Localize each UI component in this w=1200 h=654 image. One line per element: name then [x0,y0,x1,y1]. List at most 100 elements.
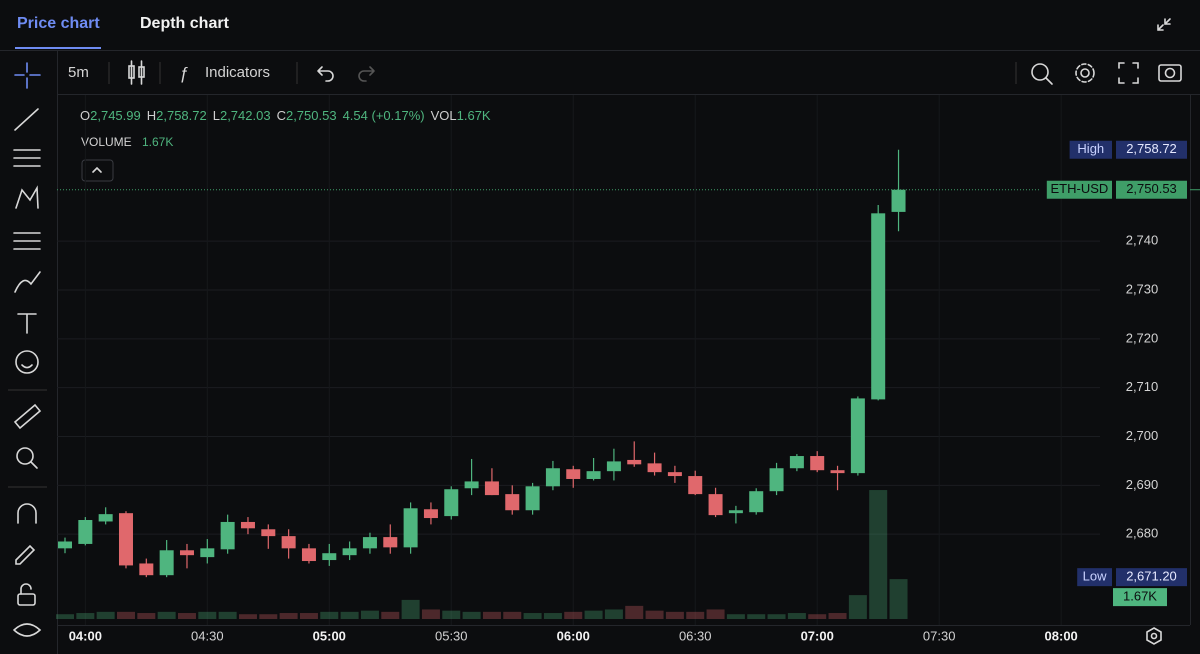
zoom-tool[interactable] [16,447,38,469]
candle-body [525,486,540,511]
price-tag-label-box [1046,180,1112,199]
price-tag-value: 2,750.53 [1126,181,1177,196]
text-tool[interactable] [17,313,37,334]
visibility-tool[interactable] [13,623,42,637]
chevron-up [92,166,102,173]
volume-bar [787,613,806,619]
magnet-tool[interactable] [17,503,37,524]
price-tag-label: ETH-USD [1051,181,1109,196]
emoji-tool[interactable] [15,350,39,374]
y-tick-label: 2,720 [1126,330,1159,345]
volume-bar [360,610,379,619]
volume-value: 1.67K [142,135,173,149]
volume-tag-label: 1.67K [1123,589,1157,604]
price-tag-value: 2,671.20 [1126,569,1177,584]
volume-bar [747,614,766,619]
y-tick-label: 2,730 [1126,281,1159,296]
y-tick-label: 2,690 [1126,477,1159,492]
candle-body [484,481,499,496]
candle-type-icon[interactable] [128,60,145,85]
y-tick-label: 2,680 [1126,526,1159,541]
volume-bar [889,579,908,619]
x-tick-label: 04:30 [191,628,224,643]
candle-body [423,509,438,519]
candle-body [261,529,276,537]
candle-body [322,553,337,561]
legend-value: 2,745.99 [90,108,141,123]
candle-body [281,536,296,549]
y-tick-label: 2,700 [1126,428,1159,443]
legend-change: 4.54 (+0.17%) [342,108,425,123]
screenshot-icon[interactable] [1158,64,1182,82]
lines-tool[interactable] [13,149,41,167]
crosshair-tool[interactable] [14,62,41,89]
fx-icon: ƒ [179,63,188,82]
volume-bar [401,599,420,619]
brush-tool[interactable] [14,271,41,293]
volume-label: VOLUME [81,135,132,149]
collapse-button[interactable] [81,159,114,182]
volume-bar [808,614,827,619]
legend-key: O [80,108,91,123]
collapse-icon[interactable] [1157,18,1171,31]
volume-bar [442,610,461,619]
draw-lock-tool[interactable] [15,544,36,565]
legend-key: H [146,108,157,123]
volume-bar [625,605,644,619]
candle-body [871,213,886,400]
redo-icon[interactable] [358,66,375,82]
price-tag-value-box [1116,180,1187,199]
depth-chart-tab[interactable]: Depth chart [140,15,229,32]
volume-bar [96,611,115,619]
candle-body [627,459,642,465]
candle-body [545,468,560,487]
undo-icon[interactable] [317,66,334,82]
volume-bar [340,611,359,619]
candle-body [749,491,764,513]
price-chart-tab[interactable]: Price chart [17,15,100,32]
trendline-tool[interactable] [14,108,39,131]
x-tick-label: 06:00 [557,628,590,643]
candle-body [179,550,194,556]
axis-settings-icon[interactable] [1146,627,1162,645]
price-tag-label: High [1077,141,1104,156]
fullscreen-icon[interactable] [1118,62,1139,84]
candle-body [586,471,601,479]
volume-bar [198,611,217,619]
volume-bar [869,490,888,619]
volume-bar [564,611,583,619]
pattern-tool[interactable] [15,185,39,209]
ruler-tool[interactable] [13,403,42,430]
volume-bar [421,609,440,619]
legend-value: 2,758.72 [156,108,207,123]
lock-tool[interactable] [17,583,36,606]
x-tick-label: 05:00 [313,628,346,643]
volume-bar [503,611,522,619]
interval-button[interactable]: 5m [68,64,89,81]
price-tag-value: 2,758.72 [1126,141,1177,156]
price-tag-label-box [1077,568,1112,587]
volume-bar [584,610,603,619]
indicators-button[interactable]: Indicators [205,64,270,81]
volume-bar [299,613,318,619]
candle-body [606,461,621,472]
volume-bar [259,614,278,619]
volume-bar [645,610,664,619]
candle-body [667,472,682,477]
volume-bar [726,614,745,619]
candle-body [139,563,154,576]
candle-body [240,521,255,529]
candle-body [647,463,662,473]
candle-body [789,456,804,469]
candle-body [464,481,479,489]
alert-icon[interactable] [1031,63,1053,85]
fib-tool[interactable] [13,232,41,250]
candle-body [708,494,723,516]
candle-body [383,537,398,548]
volume-bar [543,613,562,619]
candle-body [566,469,581,479]
legend-key: VOL [430,108,457,123]
volume-bar [686,611,705,619]
volume-bar [137,613,156,619]
settings-icon[interactable] [1075,63,1095,83]
